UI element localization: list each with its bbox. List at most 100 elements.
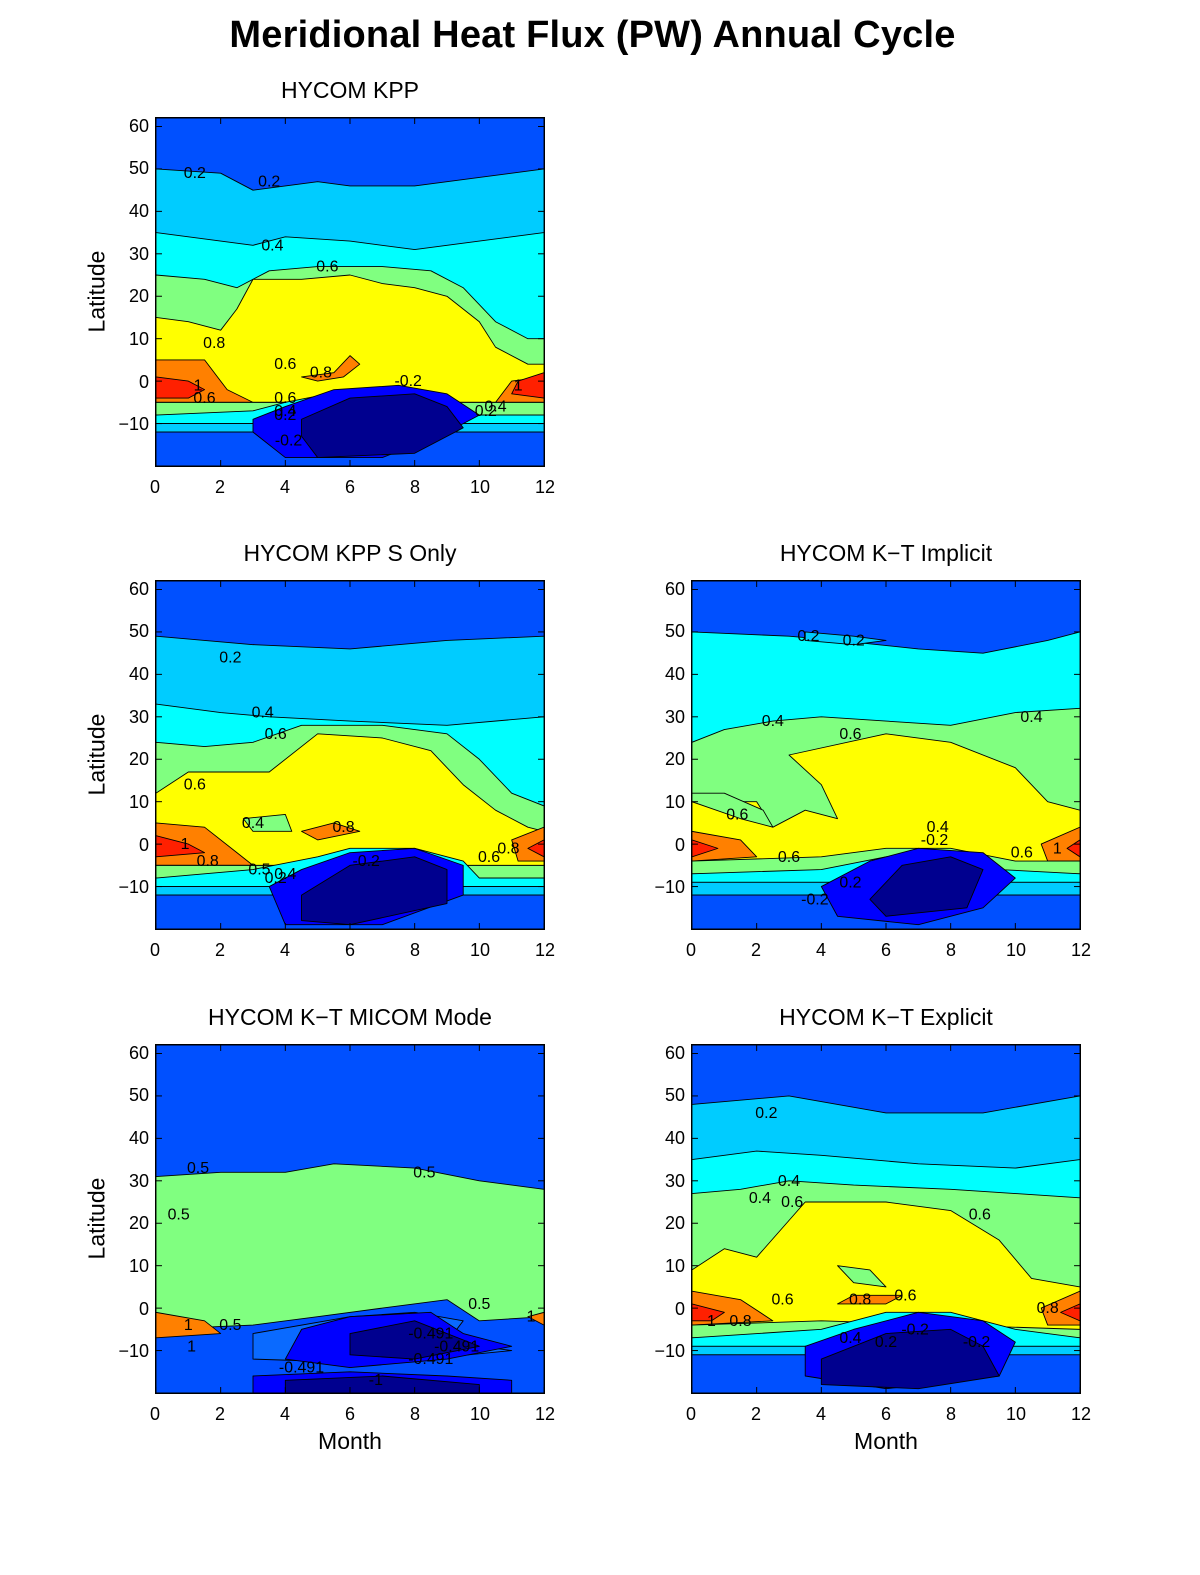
contour-label: 0.4 bbox=[261, 237, 283, 254]
contour-band bbox=[837, 1294, 903, 1305]
y-tick-label: −10 bbox=[118, 877, 149, 898]
plot-area: 0.2 0.2 0.4 0.6 0.4 0.6 0.4 -0.2 0.6 1 0.6 0.2 -0.2 bbox=[691, 580, 1081, 930]
x-axis-label: Month bbox=[854, 1428, 918, 1454]
x-tick-label: 8 bbox=[409, 1404, 420, 1424]
contour-band bbox=[301, 393, 464, 458]
figure-title: Meridional Heat Flux (PW) Annual Cycle bbox=[229, 14, 956, 56]
y-tick-label: −10 bbox=[118, 414, 149, 435]
contour-label: 0.8 bbox=[497, 840, 519, 857]
y-tick-label: 0 bbox=[674, 1298, 685, 1319]
y-tick-label: 0 bbox=[138, 834, 149, 855]
y-tick-label: 30 bbox=[664, 706, 685, 727]
contour-label: 0.4 bbox=[749, 1190, 771, 1207]
contour-label: 0.5 bbox=[248, 862, 270, 879]
contour-label: -0.2 bbox=[963, 1334, 991, 1351]
x-tick-label: 12 bbox=[534, 1404, 556, 1424]
y-tick-label: 20 bbox=[664, 1213, 685, 1234]
x-tick-label: 4 bbox=[279, 1404, 290, 1424]
contour-label: 0.5 bbox=[168, 1207, 190, 1224]
x-tick-label: 0 bbox=[149, 1404, 160, 1424]
contour-label: 0.6 bbox=[969, 1207, 991, 1224]
contour-label: 0.8 bbox=[203, 335, 225, 352]
contour-band bbox=[692, 839, 719, 858]
y-tick-label: 40 bbox=[664, 663, 685, 684]
contour-label: 0.6 bbox=[726, 806, 748, 823]
panel-title: HYCOM KPP S Only bbox=[243, 540, 457, 566]
contour-label: 0.4 bbox=[1020, 709, 1042, 726]
x-tick-label: 0 bbox=[685, 940, 696, 960]
contour-label: -0.491 bbox=[279, 1360, 324, 1377]
contour-label: 0.8 bbox=[849, 1292, 871, 1309]
contour-label: 0.8 bbox=[729, 1313, 751, 1330]
contour-plot: 0.2 0.4 0.4 0.6 0.6 0.6 0.8 0.6 0.8 1 0.8 -0.2 0.4 0.… bbox=[692, 1045, 1080, 1393]
contour-label: 1 bbox=[184, 1317, 193, 1334]
x-tick-label: 6 bbox=[344, 1404, 355, 1424]
contour-band bbox=[511, 372, 544, 399]
x-tick-label: 12 bbox=[534, 940, 556, 960]
contour-label: 0.4 bbox=[242, 815, 264, 832]
contour-label: 1 bbox=[527, 1309, 536, 1326]
x-tick-label: 8 bbox=[409, 477, 420, 497]
contour-label: 0.4 bbox=[839, 1330, 861, 1347]
x-tick-label: 10 bbox=[469, 940, 491, 960]
x-tick-label: 2 bbox=[750, 1404, 761, 1424]
x-tick-label: 2 bbox=[214, 1404, 225, 1424]
contour-label: 0.5 bbox=[187, 1160, 209, 1177]
x-tick-label: 10 bbox=[1005, 940, 1027, 960]
panel-title: HYCOM K−T MICOM Mode bbox=[208, 1004, 492, 1030]
contour-label: -0.2 bbox=[901, 1321, 929, 1338]
y-tick-label: 40 bbox=[664, 1127, 685, 1148]
y-tick-label: 30 bbox=[128, 243, 149, 264]
contour-label: 0.2 bbox=[184, 165, 206, 182]
contour-plot: 0.2 0.20.40.60.80.6 0.810.6 0.60.40.2-0.2-0… bbox=[156, 118, 544, 466]
y-tick-label: 10 bbox=[128, 791, 149, 812]
contour-label: 0.8 bbox=[332, 819, 354, 836]
contour-label: 0.8 bbox=[310, 365, 332, 382]
contour-label: 0.4 bbox=[778, 1173, 800, 1190]
y-tick-label: 60 bbox=[128, 115, 149, 136]
contour-band bbox=[692, 1303, 725, 1322]
x-axis-label: Month bbox=[318, 1428, 382, 1454]
contour-label: 0.2 bbox=[875, 1334, 897, 1351]
contour-label: 0.6 bbox=[894, 1287, 916, 1304]
y-tick-label: 50 bbox=[128, 621, 149, 642]
y-axis-label: Latitude bbox=[83, 713, 110, 796]
contour-band bbox=[242, 814, 293, 832]
contour-label: 0.5 bbox=[468, 1296, 490, 1313]
y-tick-label: 60 bbox=[128, 1042, 149, 1063]
x-tick-label: 8 bbox=[945, 1404, 956, 1424]
contour-label: 0.6 bbox=[839, 726, 861, 743]
y-tick-label: 20 bbox=[128, 1213, 149, 1234]
contour-band bbox=[349, 1320, 480, 1360]
x-tick-label: 10 bbox=[469, 1404, 491, 1424]
y-tick-label: 0 bbox=[138, 371, 149, 392]
x-tick-label: 2 bbox=[214, 940, 225, 960]
contour-label: 0.2 bbox=[265, 870, 287, 887]
contour-label: -0.2 bbox=[394, 373, 422, 390]
x-tick-label: 6 bbox=[880, 940, 891, 960]
contour-label: 0.4 bbox=[274, 403, 296, 420]
plot-area: 0.2 0.4 0.4 0.6 0.6 0.6 0.8 0.6 0.8 1 0.8 -0.2 0.4 0.… bbox=[691, 1044, 1081, 1394]
y-tick-label: 60 bbox=[664, 1042, 685, 1063]
contour-label: 0.6 bbox=[781, 1194, 803, 1211]
contour-label: -0.491 bbox=[408, 1326, 453, 1343]
x-tick-label: 8 bbox=[409, 940, 420, 960]
contour-label: 0.4 bbox=[274, 866, 296, 883]
x-tick-label: 6 bbox=[344, 477, 355, 497]
contour-label: 0.8 bbox=[1037, 1300, 1059, 1317]
x-tick-label: 12 bbox=[1070, 1404, 1092, 1424]
contour-band bbox=[837, 1265, 887, 1288]
y-tick-label: −10 bbox=[654, 877, 685, 898]
contour-label: -0.2 bbox=[921, 832, 949, 849]
contour-label: 0.2 bbox=[258, 174, 280, 191]
contour-label: 0.6 bbox=[1011, 845, 1033, 862]
contour-label: 0.2 bbox=[475, 403, 497, 420]
x-tick-label: 4 bbox=[279, 477, 290, 497]
contour-label: 1 bbox=[181, 836, 190, 853]
y-tick-label: 30 bbox=[128, 706, 149, 727]
x-tick-label: 4 bbox=[815, 940, 826, 960]
y-tick-label: 10 bbox=[128, 328, 149, 349]
x-tick-label: 0 bbox=[149, 940, 160, 960]
x-tick-label: 6 bbox=[880, 1404, 891, 1424]
x-tick-label: 2 bbox=[750, 940, 761, 960]
